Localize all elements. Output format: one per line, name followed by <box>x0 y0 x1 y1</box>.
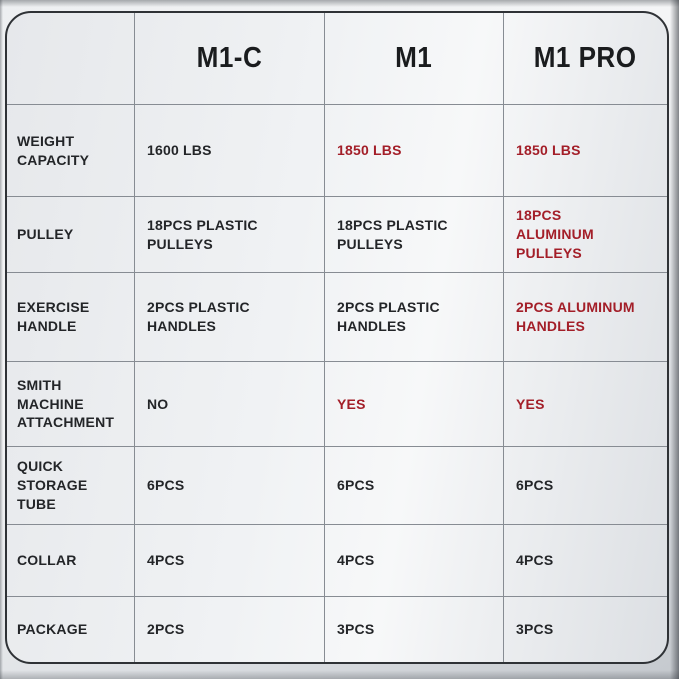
header-blank-cell <box>7 13 135 105</box>
row-label-quick-storage-tube: QUICK STORAGE TUBE <box>7 447 135 525</box>
cell-pulley-m1: 18PCS PLASTIC PULLEYS <box>325 197 504 273</box>
cell-pulley-m1c: 18PCS PLASTIC PULLEYS <box>135 197 325 273</box>
cell-exercise-handle-m1: 2PCS PLASTIC HANDLES <box>325 273 504 362</box>
column-header-m1pro-label: M1 PRO <box>534 42 637 74</box>
cell-package-m1pro: 3PCS <box>516 621 554 638</box>
column-header-m1-label: M1 <box>395 42 433 74</box>
cell-quick-storage-m1c: 6PCS <box>135 447 325 525</box>
cell-exercise-handle-m1c: 2PCS PLASTIC HANDLES <box>135 273 325 362</box>
photo-edge-bottom <box>0 670 679 679</box>
row-label-weight-capacity: WEIGHT CAPACITY <box>7 105 135 197</box>
cell-weight-capacity-m1c: 1600 LBS <box>135 105 325 197</box>
cell-weight-capacity-m1: 1850 LBS <box>325 105 504 197</box>
photo-edge-right <box>670 0 679 679</box>
cell-package-m1c: 2PCS <box>135 597 325 662</box>
row-label-package: PACKAGE <box>7 597 135 662</box>
row-label-pulley: PULLEY <box>7 197 135 273</box>
cell-collar-m1pro: 4PCS <box>504 525 667 597</box>
photo-edge-left <box>0 0 3 679</box>
cell-collar-m1c: 4PCS <box>135 525 325 597</box>
cell-collar-m1: 4PCS <box>325 525 504 597</box>
column-header-m1c-label: M1-C <box>196 42 263 74</box>
comparison-table: M1-C M1 M1 PRO WEIGHT CAPACITY 1600 LBS … <box>5 11 669 664</box>
row-label-smith-machine-attachment: SMITH MACHINE ATTACHMENT <box>7 362 135 447</box>
cell-smith-machine-m1pro: YES <box>504 362 667 447</box>
cell-quick-storage-m1: 6PCS <box>325 447 504 525</box>
column-header-m1: M1 <box>325 13 504 105</box>
row-label-collar: COLLAR <box>7 525 135 597</box>
cell-smith-machine-m1: YES <box>325 362 504 447</box>
cell-weight-capacity-m1pro: 1850 LBS <box>504 105 667 197</box>
cell-smith-machine-m1c: NO <box>135 362 325 447</box>
cell-pulley-m1pro: 18PCS ALUMINUM PULLEYS <box>504 197 667 273</box>
cell-exercise-handle-m1pro: 2PCS ALUMINUM HANDLES <box>504 273 667 362</box>
cell-quick-storage-m1pro: 6PCS <box>504 447 667 525</box>
row-label-exercise-handle: EXERCISE HANDLE <box>7 273 135 362</box>
photo-edge-top <box>0 0 679 7</box>
column-header-m1pro: M1 PRO <box>504 13 667 105</box>
cell-package-m1: 3PCS <box>325 597 504 662</box>
column-header-m1c: M1-C <box>135 13 325 105</box>
